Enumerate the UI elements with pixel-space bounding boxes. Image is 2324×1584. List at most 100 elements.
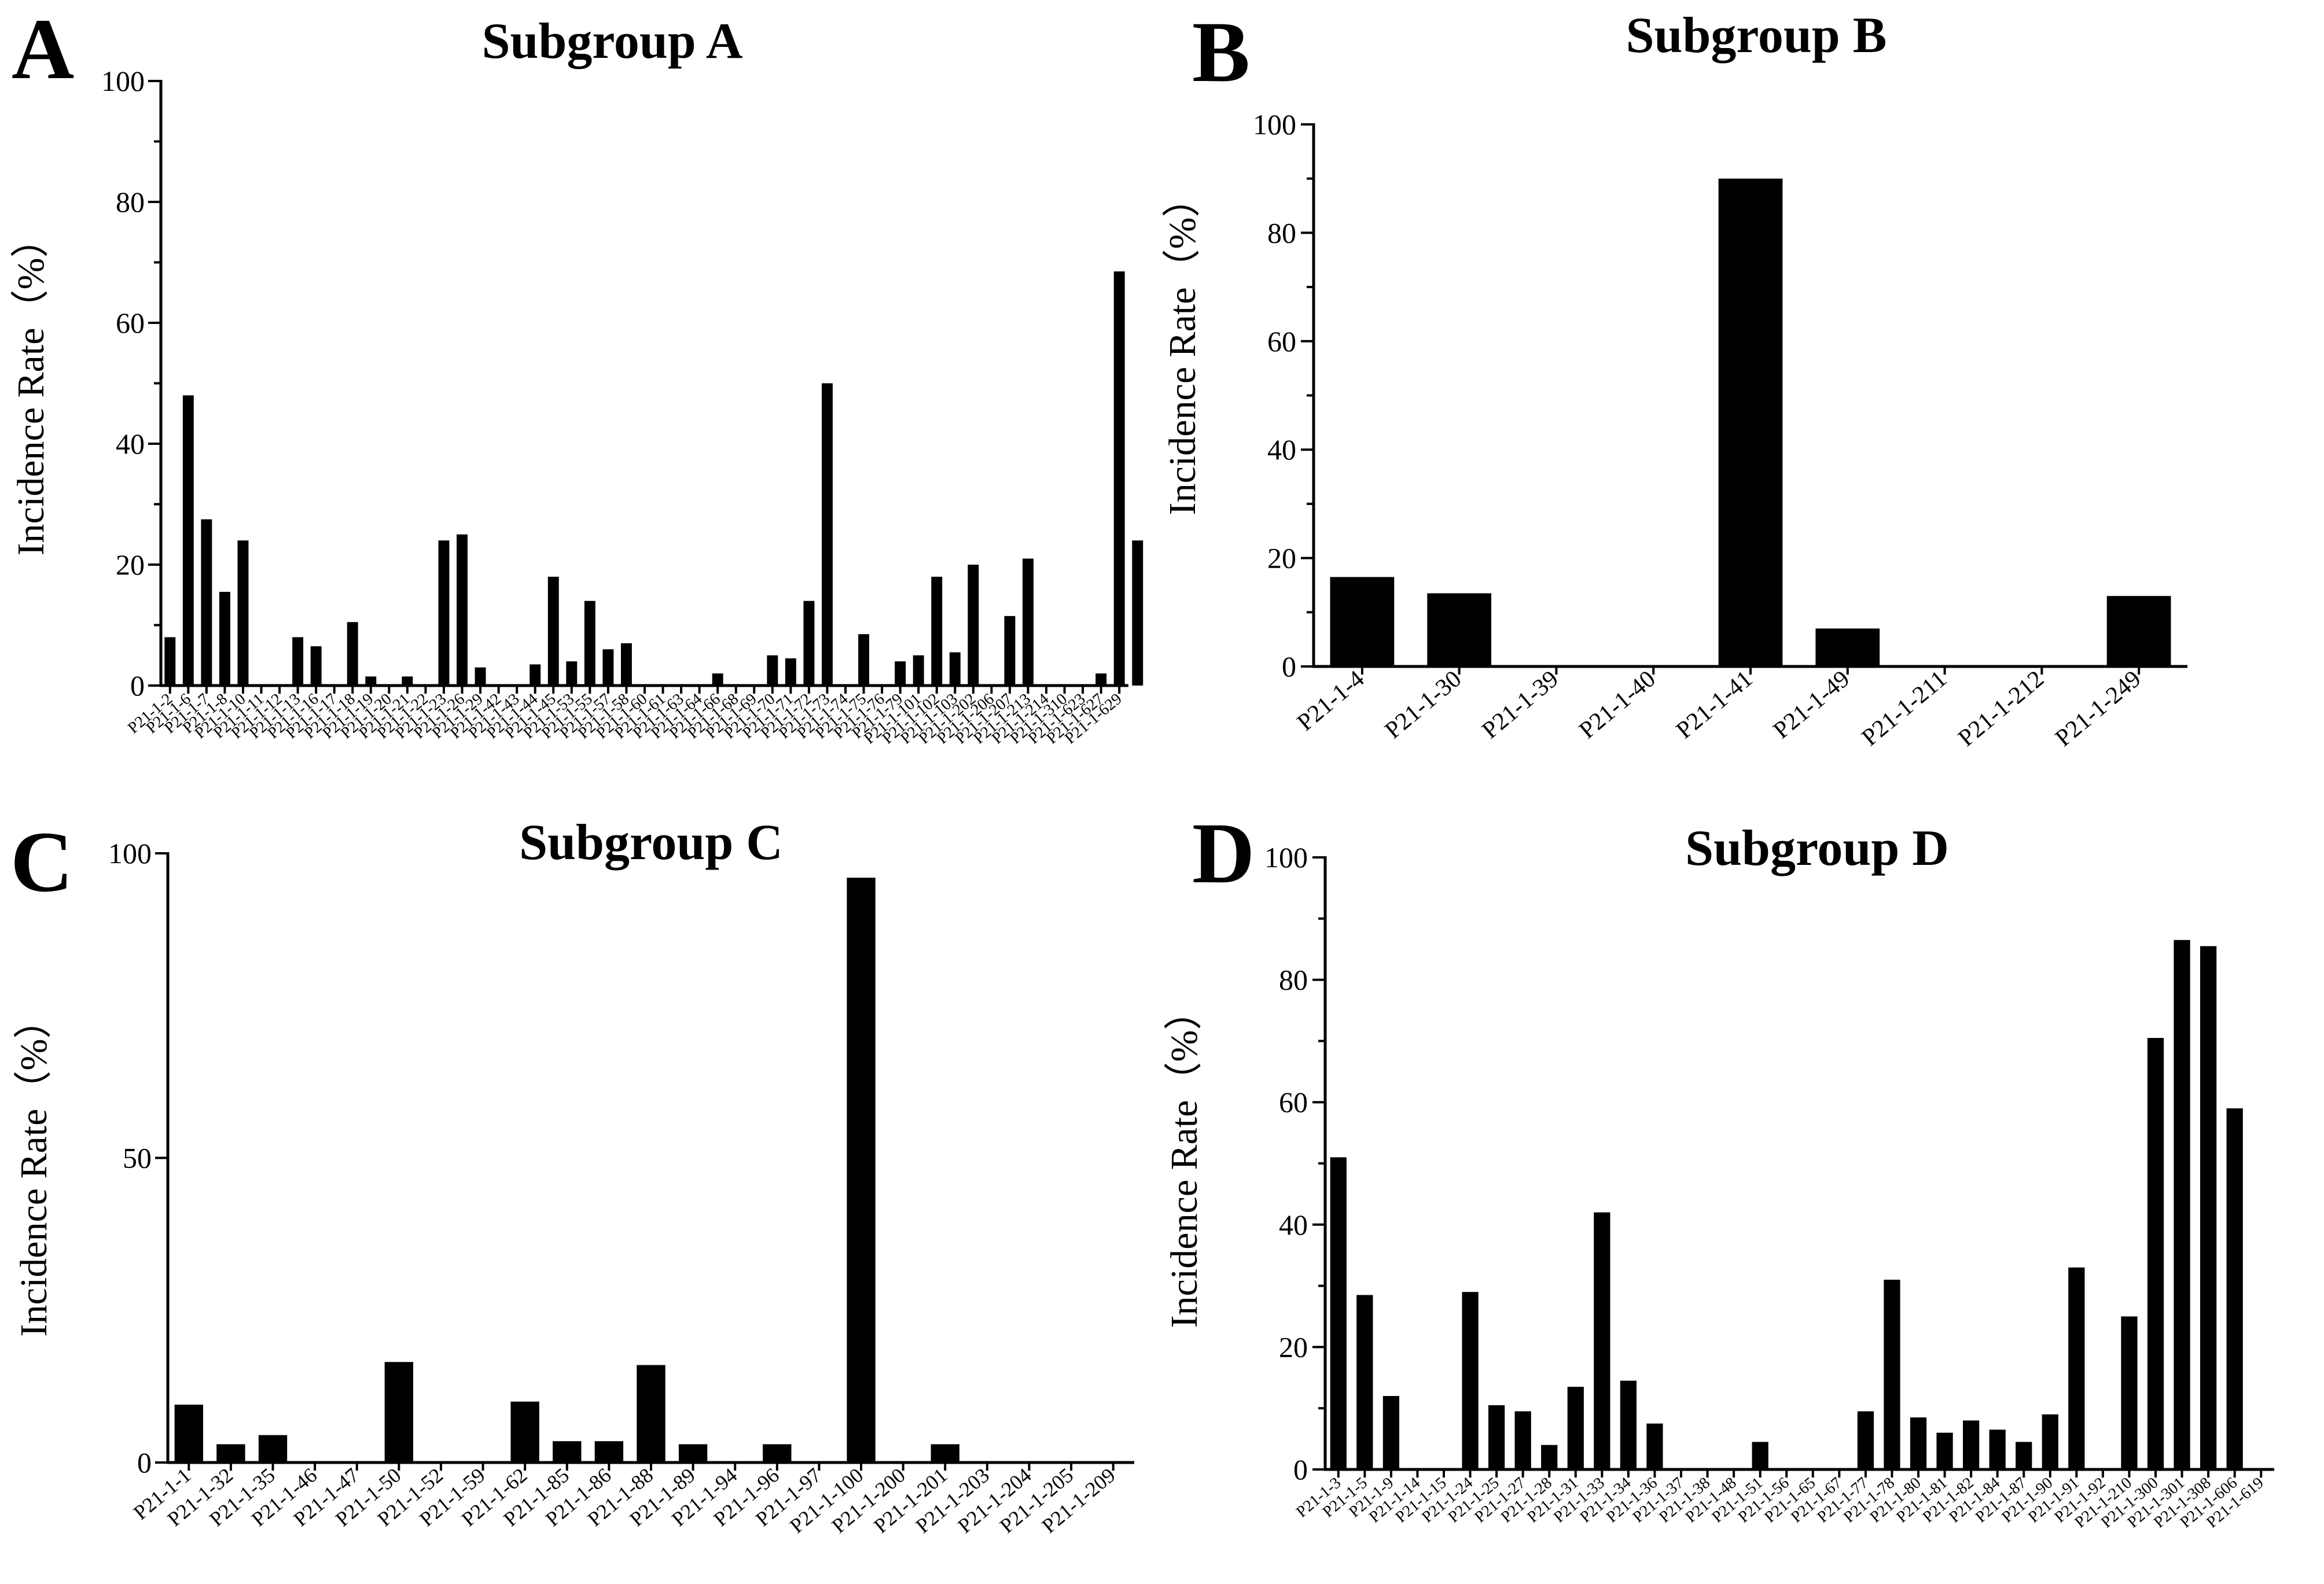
y-tick-label: 100 bbox=[1253, 108, 1296, 141]
chart-title: Subgroup A bbox=[482, 13, 743, 69]
x-tick-label: P21-1-40 bbox=[1574, 665, 1660, 744]
bar bbox=[475, 667, 486, 686]
y-tick-label: 40 bbox=[116, 428, 145, 460]
x-tick-label: P21-1-49 bbox=[1768, 665, 1855, 744]
bar bbox=[1594, 1212, 1610, 1469]
y-tick-label: 0 bbox=[1282, 650, 1296, 683]
y-tick-label: 40 bbox=[1279, 1209, 1308, 1241]
bar bbox=[1718, 178, 1783, 666]
bar bbox=[1815, 628, 1880, 666]
x-tick-label: P21-1-30 bbox=[1380, 665, 1466, 744]
bar bbox=[2174, 940, 2190, 1469]
bar bbox=[237, 540, 249, 686]
bar bbox=[2147, 1038, 2164, 1469]
bar bbox=[1132, 540, 1143, 686]
bar bbox=[785, 658, 796, 686]
bar bbox=[2106, 596, 2171, 666]
chart-title: Subgroup D bbox=[1685, 820, 1949, 876]
x-tick-label: P21-1-212 bbox=[1953, 665, 2049, 752]
bar bbox=[847, 878, 876, 1463]
bar bbox=[584, 601, 595, 686]
bar bbox=[1095, 673, 1107, 686]
bar bbox=[384, 1362, 414, 1463]
bar bbox=[1884, 1280, 1900, 1469]
y-tick-label: 100 bbox=[1264, 841, 1308, 874]
y-tick-label: 60 bbox=[1267, 325, 1296, 358]
bar bbox=[949, 652, 961, 686]
panel-letter: A bbox=[12, 1, 74, 97]
bar bbox=[2121, 1316, 2138, 1469]
bar bbox=[2200, 946, 2217, 1469]
y-tick-label: 0 bbox=[1293, 1453, 1308, 1486]
bar bbox=[2226, 1108, 2243, 1469]
panel-b: B Subgroup B Incidence Rate（%） 0 20 40 60 80 100… bbox=[1161, 4, 2187, 752]
y-tick-label: 60 bbox=[1279, 1086, 1308, 1118]
bar bbox=[620, 643, 632, 686]
bar bbox=[1462, 1292, 1479, 1469]
bar bbox=[678, 1444, 708, 1463]
bar bbox=[1113, 271, 1125, 686]
bar bbox=[365, 676, 377, 686]
y-axis-label: Incidence Rate（%） bbox=[1161, 179, 1204, 515]
panel-a: A Subgroup A Incidence Rate（%） 0 20 40 60 80 100… bbox=[10, 1, 1143, 747]
bar bbox=[913, 655, 924, 686]
bar bbox=[2042, 1414, 2058, 1469]
bar bbox=[637, 1365, 665, 1463]
y-tick-label: 20 bbox=[116, 548, 145, 581]
bar bbox=[1752, 1442, 1768, 1469]
y-tick-label: 60 bbox=[116, 307, 145, 339]
bar bbox=[1330, 577, 1395, 666]
y-axis-label: Incidence Rate（%） bbox=[13, 1001, 55, 1337]
y-tick-label: 100 bbox=[101, 65, 145, 97]
bar bbox=[566, 661, 578, 686]
bar bbox=[1646, 1423, 1663, 1469]
bar bbox=[258, 1435, 288, 1463]
bar bbox=[402, 676, 413, 686]
y-tick-label: 20 bbox=[1279, 1331, 1308, 1363]
bar bbox=[1514, 1411, 1531, 1469]
chart-title: Subgroup C bbox=[519, 815, 783, 871]
panel-d: D Subgroup D Incidence Rate（%） 0 20 40 60 80 100… bbox=[1163, 805, 2274, 1531]
bar bbox=[763, 1444, 792, 1463]
bar bbox=[292, 637, 304, 686]
bar bbox=[553, 1441, 582, 1463]
bar bbox=[1620, 1380, 1637, 1469]
bar bbox=[438, 540, 450, 686]
x-tick-label: P21-1-4 bbox=[1292, 665, 1369, 736]
y-tick-label: 0 bbox=[130, 669, 145, 702]
bar bbox=[2068, 1267, 2085, 1469]
y-tick-label: 80 bbox=[116, 186, 145, 218]
bar bbox=[2016, 1442, 2032, 1469]
y-axis-label: Incidence Rate（%） bbox=[1163, 992, 1205, 1328]
bar bbox=[1936, 1432, 1953, 1469]
x-tick-label: P21-1-211 bbox=[1857, 665, 1952, 751]
bar bbox=[164, 637, 176, 686]
bar bbox=[457, 534, 468, 686]
bar bbox=[1330, 1157, 1347, 1469]
bar bbox=[1427, 593, 1492, 666]
bar bbox=[895, 661, 906, 686]
panel-letter: C bbox=[10, 814, 73, 910]
bar bbox=[1962, 1420, 1980, 1469]
bar bbox=[594, 1441, 624, 1463]
y-tick-label: 0 bbox=[137, 1446, 152, 1479]
bar bbox=[1382, 1396, 1400, 1469]
bar bbox=[310, 646, 322, 686]
bar bbox=[1023, 558, 1034, 686]
x-tick-label: P21-1-249 bbox=[2050, 665, 2146, 752]
bar bbox=[931, 1444, 959, 1463]
bar bbox=[1989, 1430, 2006, 1469]
bar bbox=[767, 655, 778, 686]
bar bbox=[1567, 1387, 1584, 1469]
bar bbox=[1910, 1417, 1927, 1469]
bar bbox=[216, 1444, 245, 1463]
bar bbox=[219, 592, 230, 686]
y-tick-label: 80 bbox=[1279, 964, 1308, 996]
bar bbox=[201, 519, 212, 686]
bar bbox=[347, 622, 358, 686]
bar bbox=[547, 576, 559, 686]
bar bbox=[510, 1401, 539, 1463]
bar bbox=[1857, 1411, 1874, 1469]
